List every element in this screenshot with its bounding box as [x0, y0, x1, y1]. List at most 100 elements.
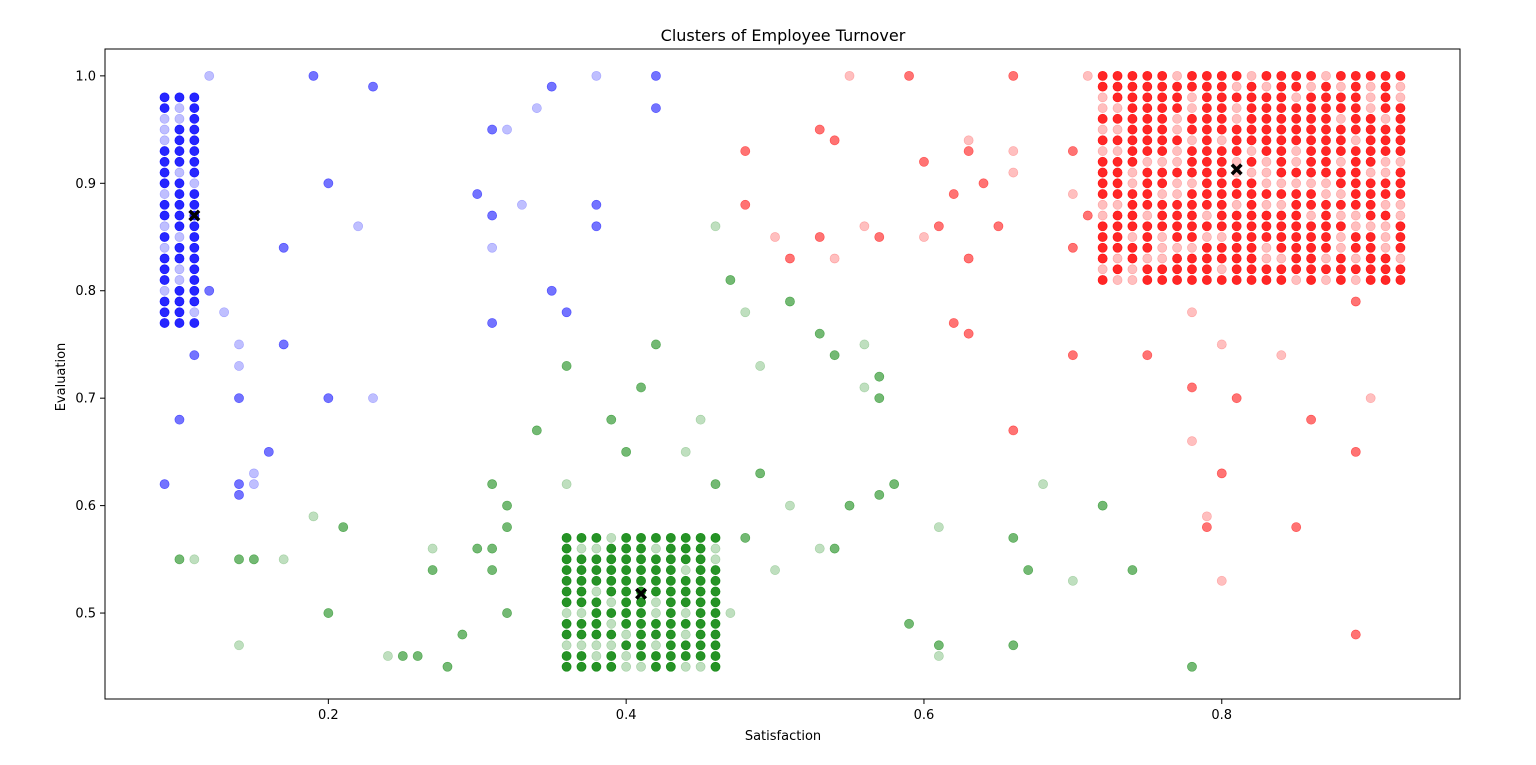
scatter-point — [710, 543, 721, 554]
scatter-point — [1395, 124, 1406, 135]
scatter-point — [1380, 210, 1391, 221]
scatter-point — [487, 543, 498, 554]
scatter-point — [1350, 146, 1361, 156]
scatter-point — [1142, 70, 1153, 81]
scatter-point — [1291, 242, 1302, 253]
scatter-point — [1187, 103, 1197, 113]
scatter-point — [814, 124, 825, 135]
scatter-point — [174, 232, 185, 242]
scatter-point — [1172, 242, 1182, 253]
scatter-point — [1187, 156, 1197, 167]
scatter-point — [1127, 124, 1138, 135]
scatter-point — [1187, 178, 1197, 189]
scatter-point — [1112, 189, 1123, 199]
scatter-point — [561, 565, 572, 575]
scatter-point — [1350, 296, 1361, 307]
scatter-point — [249, 554, 259, 565]
scatter-point — [1276, 167, 1287, 178]
scatter-point — [1157, 81, 1168, 92]
scatter-point — [1216, 167, 1227, 178]
scatter-point — [1097, 242, 1108, 253]
scatter-point — [1291, 210, 1302, 221]
scatter-point — [1246, 70, 1257, 81]
scatter-point — [576, 618, 587, 629]
scatter-point — [576, 586, 587, 597]
scatter-point — [1187, 210, 1197, 221]
scatter-point — [606, 640, 617, 651]
scatter-point — [874, 393, 885, 404]
scatter-point — [1380, 92, 1391, 103]
scatter-point — [1380, 199, 1391, 210]
plot-frame — [104, 48, 1461, 700]
scatter-point — [1365, 70, 1376, 81]
scatter-point — [680, 640, 691, 651]
scatter-point — [189, 92, 200, 103]
scatter-point — [1306, 146, 1316, 156]
scatter-point — [487, 242, 498, 253]
scatter-point — [576, 554, 587, 565]
scatter-point — [710, 479, 721, 490]
scatter-point — [1365, 103, 1376, 113]
scatter-point — [859, 339, 870, 350]
scatter-point — [1261, 113, 1272, 124]
y-tick-label: 0.8 — [75, 284, 96, 299]
scatter-point — [1306, 189, 1316, 199]
scatter-point — [1097, 92, 1108, 103]
scatter-point — [725, 275, 736, 285]
scatter-point — [1306, 414, 1316, 425]
scatter-point — [1187, 221, 1197, 232]
scatter-point — [1112, 103, 1123, 113]
x-axis-label: Satisfaction — [745, 729, 821, 744]
scatter-point — [591, 618, 602, 629]
scatter-point — [1380, 103, 1391, 113]
scatter-point — [1187, 199, 1197, 210]
scatter-point — [1306, 70, 1316, 81]
scatter-point — [1127, 178, 1138, 189]
scatter-point — [1350, 242, 1361, 253]
scatter-point — [1231, 135, 1242, 146]
scatter-point — [278, 554, 289, 565]
scatter-point — [1395, 253, 1406, 264]
scatter-point — [636, 543, 646, 554]
scatter-point — [1350, 264, 1361, 275]
scatter-point — [740, 532, 751, 543]
scatter-point — [1291, 135, 1302, 146]
scatter-point — [1127, 264, 1138, 275]
scatter-point — [1261, 135, 1272, 146]
scatter-point — [710, 661, 721, 672]
scatter-point — [561, 543, 572, 554]
scatter-point — [1216, 70, 1227, 81]
scatter-point — [1321, 232, 1331, 242]
scatter-point — [621, 597, 632, 608]
scatter-point — [323, 178, 334, 189]
scatter-point — [1321, 199, 1331, 210]
scatter-point — [1276, 135, 1287, 146]
scatter-point — [591, 199, 602, 210]
scatter-point — [1112, 167, 1123, 178]
scatter-point — [1172, 275, 1182, 285]
scatter-point — [651, 339, 661, 350]
chart-axes: 0.2 0.4 0.6 0.8 0.5 0.6 0.7 0.8 0.9 1.0 — [75, 69, 1232, 723]
scatter-point — [1112, 146, 1123, 156]
scatter-point — [636, 661, 646, 672]
scatter-point — [651, 103, 661, 113]
scatter-point — [189, 554, 200, 565]
scatter-point — [1380, 156, 1391, 167]
chart-title: Clusters of Employee Turnover — [661, 26, 906, 45]
scatter-point — [606, 586, 617, 597]
scatter-point — [1231, 232, 1242, 242]
scatter-point — [1261, 189, 1272, 199]
scatter-point — [1395, 81, 1406, 92]
y-tick-label: 0.5 — [75, 607, 96, 622]
scatter-point — [1142, 210, 1153, 221]
scatter-point — [383, 651, 393, 661]
scatter-point — [1395, 264, 1406, 275]
scatter-point — [1321, 189, 1331, 199]
scatter-point — [1261, 199, 1272, 210]
scatter-point — [1201, 178, 1212, 189]
scatter-point — [1276, 81, 1287, 92]
scatter-point — [1276, 146, 1287, 156]
scatter-point — [933, 522, 944, 532]
scatter-point — [1216, 468, 1227, 479]
scatter-point — [1380, 124, 1391, 135]
